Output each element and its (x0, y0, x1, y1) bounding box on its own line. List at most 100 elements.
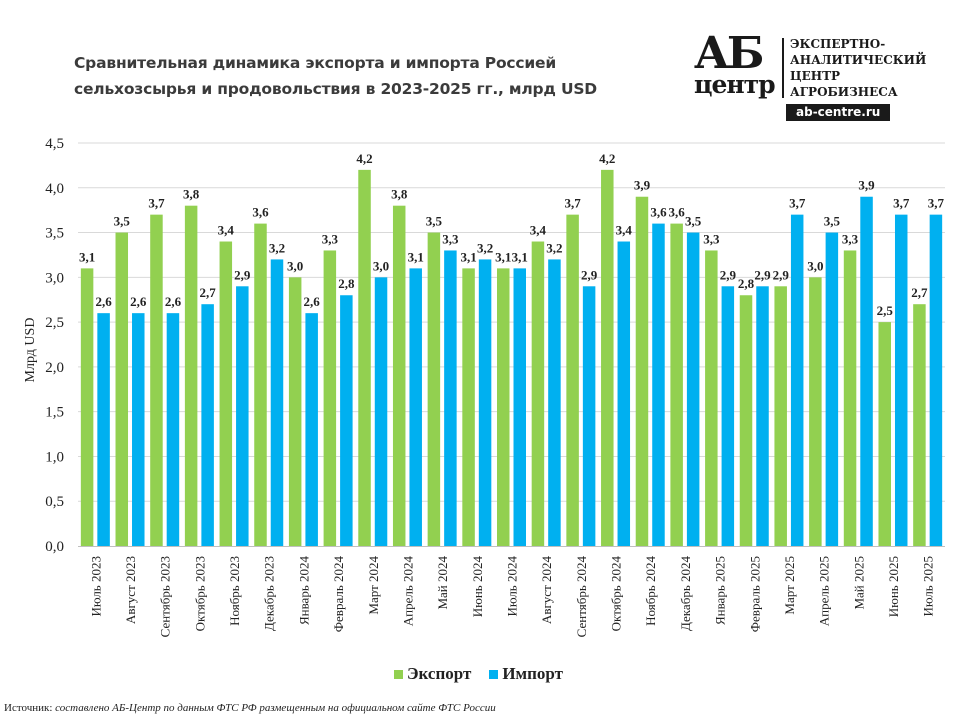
bar-export (184, 205, 198, 546)
data-label-export: 4,2 (356, 151, 372, 166)
bar-export (150, 214, 163, 546)
x-tick-label: Февраль 2025 (747, 556, 762, 632)
data-label-import: 3,4 (616, 223, 633, 238)
x-tick-label: Январь 2024 (296, 556, 311, 626)
data-label-export: 3,4 (218, 223, 235, 238)
data-label-export: 3,9 (634, 178, 651, 193)
x-tick-label: Декабрь 2023 (262, 556, 277, 631)
bar-export (497, 268, 510, 546)
bar-import (305, 313, 318, 546)
data-label-import: 3,2 (269, 240, 285, 255)
bar-import (201, 304, 214, 546)
y-tick-label: 3,5 (45, 226, 64, 242)
data-label-export: 3,0 (287, 258, 303, 273)
x-tick-label: Август 2024 (539, 556, 554, 625)
x-tick-label: Февраль 2024 (331, 556, 346, 633)
bar-import (166, 313, 180, 546)
x-tick-label: Ноябрь 2024 (643, 556, 658, 626)
bar-import (894, 214, 908, 546)
data-label-import: 2,9 (581, 267, 598, 282)
data-label-import: 3,6 (650, 205, 667, 220)
logo-text: ЭКСПЕРТНО- АНАЛИТИЧЕСКИЙ ЦЕНТР АГРОБИЗНЕ… (790, 36, 926, 100)
bar-import (478, 259, 492, 546)
y-tick-label: 4,0 (45, 181, 64, 197)
bar-export (705, 250, 718, 546)
bar-export (323, 250, 337, 546)
logo-mark-centr: центр (694, 70, 776, 99)
bar-export (809, 277, 822, 546)
y-tick-label: 4,5 (45, 136, 64, 152)
data-label-import: 2,6 (165, 294, 182, 309)
data-label-import: 2,7 (200, 285, 217, 300)
bar-export (462, 268, 475, 546)
data-label-import: 2,8 (338, 276, 355, 291)
x-tick-label: Июнь 2024 (470, 556, 485, 618)
data-label-import: 3,5 (824, 214, 841, 229)
bar-import (825, 232, 839, 547)
bar-import (97, 313, 110, 546)
bar-export (670, 223, 683, 546)
bar-import (582, 286, 596, 546)
bar-export (635, 196, 649, 546)
bar-import (236, 286, 249, 546)
data-label-export: 2,9 (773, 267, 790, 282)
data-label-export: 3,7 (564, 196, 581, 211)
data-label-export: 3,8 (183, 187, 200, 202)
data-label-export: 3,8 (391, 187, 408, 202)
x-tick-label: Ноябрь 2023 (227, 556, 242, 626)
data-label-export: 3,1 (79, 249, 95, 264)
bar-import (409, 268, 422, 546)
data-label-import: 3,1 (408, 249, 424, 264)
bar-export (392, 205, 406, 546)
x-tick-label: Октябрь 2023 (192, 556, 207, 631)
x-tick-label: Июль 2025 (921, 556, 936, 616)
bar-export (843, 250, 857, 546)
data-label-import: 2,9 (754, 267, 771, 282)
bar-export (115, 232, 129, 547)
y-axis-tick-labels: 0,0 0,5 1,0 1,5 2,0 2,5 3,0 3,5 4,0 4,5 (45, 136, 64, 555)
data-labels: 3,12,63,52,63,72,63,82,73,42,93,63,23,02… (79, 151, 945, 318)
x-tick-label: Март 2025 (782, 556, 797, 615)
source-note: Источник: составлено АБ-Центр по данным … (4, 702, 496, 714)
data-label-import: 3,0 (373, 258, 389, 273)
bar-import (686, 232, 700, 547)
y-tick-label: 0,5 (45, 494, 64, 510)
bar-import (756, 286, 769, 546)
bar-export (288, 277, 302, 546)
data-label-import: 3,9 (858, 178, 875, 193)
data-label-export: 4,2 (599, 151, 615, 166)
x-tick-label: Сентябрь 2023 (158, 556, 173, 637)
source-text: составлено АБ-Центр по данным ФТС РФ раз… (55, 702, 496, 714)
x-axis-tick-labels: Июль 2023 Август 2023 Сентябрь 2023 Октябрь… (88, 556, 935, 638)
x-tick-label: Декабрь 2024 (678, 556, 693, 631)
bar-export (254, 223, 267, 546)
y-tick-label: 2,5 (45, 315, 64, 331)
data-label-export: 3,6 (669, 205, 686, 220)
data-label-import: 3,5 (685, 214, 702, 229)
data-label-export: 3,3 (703, 231, 720, 246)
x-tick-label: Сентябрь 2024 (574, 556, 589, 638)
x-tick-label: Май 2024 (435, 556, 450, 610)
data-label-import: 2,6 (304, 294, 321, 309)
legend-swatch-import (489, 669, 499, 679)
chart-title-line-2: сельхозсырья и продовольствия в 2023-202… (74, 80, 597, 98)
bar-import (548, 259, 561, 546)
data-label-import: 3,2 (477, 240, 493, 255)
bar-import (617, 241, 631, 546)
chart-title: Сравнительная динамика экспорта и импорт… (74, 50, 654, 102)
bar-import (721, 286, 735, 546)
data-label-import: 2,6 (95, 294, 112, 309)
data-label-export: 3,1 (460, 249, 476, 264)
data-label-export: 3,4 (530, 223, 547, 238)
legend-item-import: Импорт (489, 664, 563, 684)
legend: Экспорт Импорт (394, 664, 563, 684)
bars (80, 169, 943, 547)
bar-import (444, 250, 457, 546)
data-label-import: 2,6 (130, 294, 147, 309)
x-tick-label: Октябрь 2024 (609, 556, 624, 632)
bar-import (340, 295, 353, 546)
data-label-import: 3,7 (928, 196, 945, 211)
data-label-import: 2,9 (234, 267, 251, 282)
x-tick-label: Май 2025 (851, 556, 866, 610)
